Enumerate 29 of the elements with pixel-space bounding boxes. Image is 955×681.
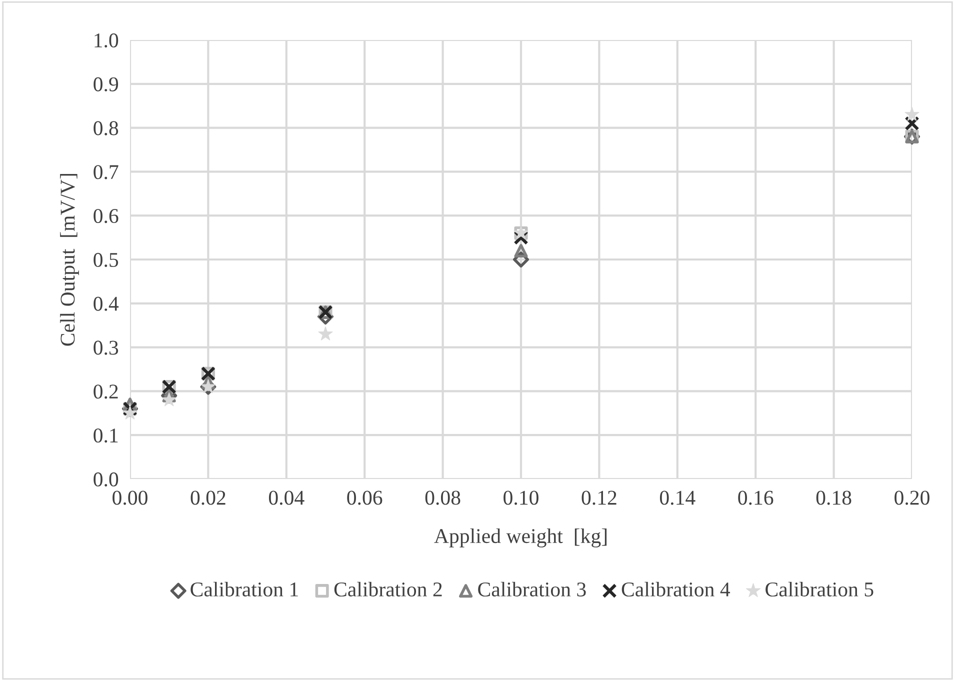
- x-axis-title: Applied weight [kg]: [434, 528, 607, 548]
- x-tick-label: 0.02: [190, 490, 226, 505]
- y-axis-title: Cell Output [mV/V]: [60, 174, 79, 346]
- y-tick-label: 0.5: [94, 252, 118, 268]
- y-tick-label: 0.1: [94, 428, 118, 443]
- x-tick-label: 0.14: [660, 490, 696, 505]
- y-tick-label: 1.0: [94, 33, 118, 48]
- y-tick-label: 0.6: [94, 208, 118, 224]
- legend-label: Calibration 3: [478, 582, 586, 596]
- x-tick-label: 0.10: [504, 490, 538, 505]
- x-tick-label: 0.08: [425, 490, 460, 505]
- x-tick-label: 0.12: [582, 490, 616, 505]
- y-tick-label: 0.4: [94, 296, 119, 311]
- y-tick-label: 0.8: [94, 121, 118, 136]
- y-tick-label: 0.7: [94, 165, 118, 180]
- x-tick-label: 0.16: [738, 490, 774, 505]
- y-tick-label: 0.3: [94, 340, 118, 355]
- x-tick-label: 0.00: [112, 490, 148, 505]
- legend-label: Calibration 5: [766, 582, 874, 596]
- y-tick-label: 0.9: [94, 77, 118, 92]
- legend-label: Calibration 2: [334, 582, 442, 596]
- y-tick-label: 0.2: [94, 384, 118, 399]
- legend-label: Calibration 1: [190, 582, 298, 596]
- x-tick-label: 0.18: [816, 490, 852, 505]
- y-tick-label: 0.0: [94, 472, 118, 487]
- x-tick-label: 0.04: [268, 490, 304, 505]
- legend-label: Calibration 4: [622, 582, 730, 596]
- x-tick-label: 0.06: [347, 490, 382, 505]
- x-tick-label: 0.20: [894, 490, 930, 505]
